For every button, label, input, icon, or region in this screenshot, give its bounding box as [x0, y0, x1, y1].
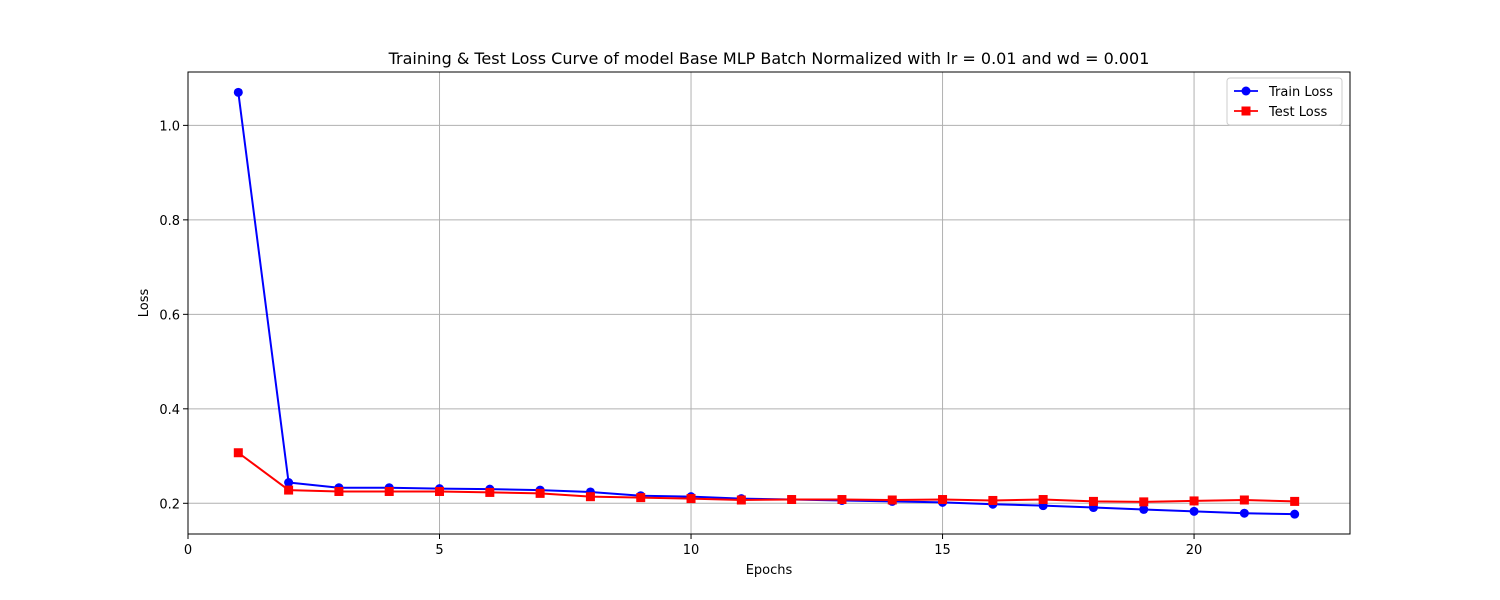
x-tick-label: 0: [184, 543, 192, 558]
plot-area-frame: [187, 71, 1351, 535]
grid-lines: [187, 72, 1350, 534]
series-layer: [233, 87, 1300, 519]
train-loss-point: [233, 87, 243, 97]
test-loss-point: [1189, 496, 1199, 506]
train-loss-point: [1290, 509, 1300, 519]
test-loss-point: [1239, 495, 1249, 505]
y-tick-label: 0.4: [159, 403, 180, 418]
x-axis-label: Epochs: [746, 563, 793, 578]
legend-test-marker: [1241, 106, 1251, 116]
y-tick-label: 0.8: [159, 214, 180, 229]
axis-ticks: 0 5 10 15 20 0.2 0.4 0.6 0.8 1.0: [159, 119, 1202, 558]
test-loss-point: [435, 486, 445, 496]
test-loss-point: [837, 495, 847, 505]
legend-test-label: Test Loss: [1268, 105, 1327, 120]
test-loss-point: [1088, 496, 1098, 506]
legend: Train Loss Test Loss: [1226, 77, 1343, 126]
test-loss-point: [787, 495, 797, 505]
legend-train-label: Train Loss: [1268, 85, 1333, 100]
train-loss-point: [1189, 506, 1199, 516]
test-loss-point: [1139, 497, 1149, 507]
test-loss-point: [938, 495, 948, 505]
test-loss-point: [686, 494, 696, 504]
test-loss-point: [585, 492, 595, 502]
legend-train-marker: [1241, 86, 1251, 96]
train-loss-point: [1139, 504, 1149, 514]
chart-title: Training & Test Loss Curve of model Base…: [388, 49, 1150, 68]
train-loss-point: [1239, 508, 1249, 518]
x-tick-label: 10: [683, 543, 700, 558]
test-loss-point: [233, 448, 243, 458]
x-tick-label: 15: [934, 543, 951, 558]
y-tick-label: 1.0: [159, 119, 180, 134]
test-loss-point: [887, 495, 897, 505]
test-loss-point: [988, 495, 998, 505]
x-tick-label: 20: [1186, 543, 1203, 558]
x-tick-label: 5: [435, 543, 443, 558]
test-loss-point: [384, 486, 394, 496]
test-loss-line: [237, 451, 1295, 503]
test-loss-point: [736, 495, 746, 505]
test-loss-point: [485, 487, 495, 497]
test-loss-point: [1038, 495, 1048, 505]
legend-frame: [1226, 77, 1343, 126]
test-loss-point: [535, 488, 545, 498]
train-loss-point: [284, 478, 294, 488]
test-loss-point: [1290, 496, 1300, 506]
y-tick-label: 0.6: [159, 308, 180, 323]
test-loss-point: [334, 486, 344, 496]
y-axis-label: Loss: [137, 289, 152, 318]
test-loss-point: [284, 485, 294, 495]
test-loss-point: [636, 493, 646, 503]
y-tick-label: 0.2: [159, 497, 180, 512]
